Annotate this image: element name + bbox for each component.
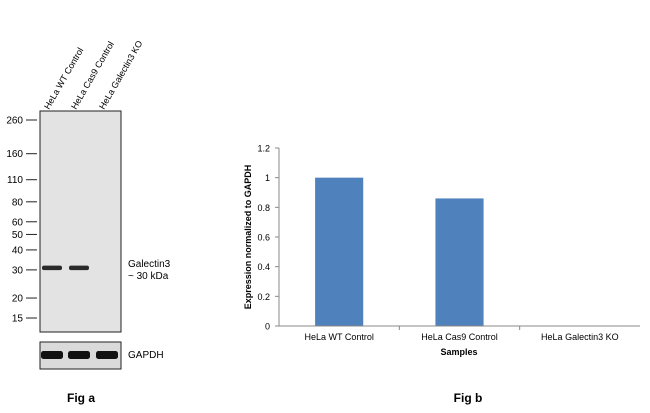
gapdh-bands	[41, 351, 118, 359]
y-tick-label: 0.2	[257, 292, 270, 302]
x-axis-title: Samples	[440, 347, 477, 357]
y-tick-label: 1	[265, 173, 270, 183]
marker-label: 80	[12, 197, 24, 208]
bar	[315, 177, 364, 326]
marker-label: 110	[7, 175, 23, 186]
gapdh-band	[68, 351, 90, 359]
y-tick-label: 1.2	[257, 144, 270, 154]
fig-a-caption: Fig a	[67, 391, 95, 405]
blot-membrane	[39, 110, 122, 333]
gapdh-band	[96, 351, 118, 359]
y-tick-label: 0.8	[257, 203, 270, 213]
marker-label: 40	[12, 245, 24, 256]
marker-label: 20	[12, 294, 24, 305]
marker-label: 160	[6, 149, 23, 160]
marker-label: 60	[12, 217, 24, 228]
band-label-size: ~ 30 kDa	[128, 271, 169, 282]
marker-label: 30	[12, 265, 24, 276]
x-tick-label: HeLa Galectin3 KO	[541, 332, 619, 342]
y-tick-label: 0	[265, 322, 270, 332]
bars	[315, 177, 484, 326]
y-tick-label: 0.4	[257, 262, 270, 272]
molecular-weight-markers: 260 160 110 80 60 50 40 30 20 15	[6, 116, 37, 325]
y-axis-ticks: 0 0.2 0.4 0.6 0.8 1 1.2	[257, 144, 279, 332]
y-tick-label: 0.6	[257, 233, 270, 243]
galectin3-band	[42, 265, 62, 271]
band-label-protein: Galectin3	[128, 259, 171, 270]
marker-label: 15	[12, 314, 24, 325]
x-tick-label: HeLa WT Control	[304, 332, 373, 342]
bar-chart: 0 0.2 0.4 0.6 0.8 1 1.2 HeLa WT Control HeLa Ca…	[243, 144, 640, 405]
western-blot: HeLa WT Control HeLa Cas9 Control HeLa G…	[6, 39, 170, 405]
fig-b-caption: Fig b	[454, 391, 483, 405]
gapdh-band	[41, 351, 63, 359]
x-axis-labels: HeLa WT Control HeLa Cas9 Control HeLa Gal…	[304, 326, 619, 342]
bar	[435, 198, 484, 326]
x-tick-label: HeLa Cas9 Control	[421, 332, 498, 342]
marker-label: 50	[12, 230, 24, 241]
loading-control-label: GAPDH	[128, 350, 164, 361]
galectin3-bands	[42, 265, 89, 271]
marker-label: 260	[6, 116, 23, 127]
galectin3-band	[69, 265, 89, 271]
y-axis-title: Expression normalized to GAPDH	[243, 165, 253, 310]
